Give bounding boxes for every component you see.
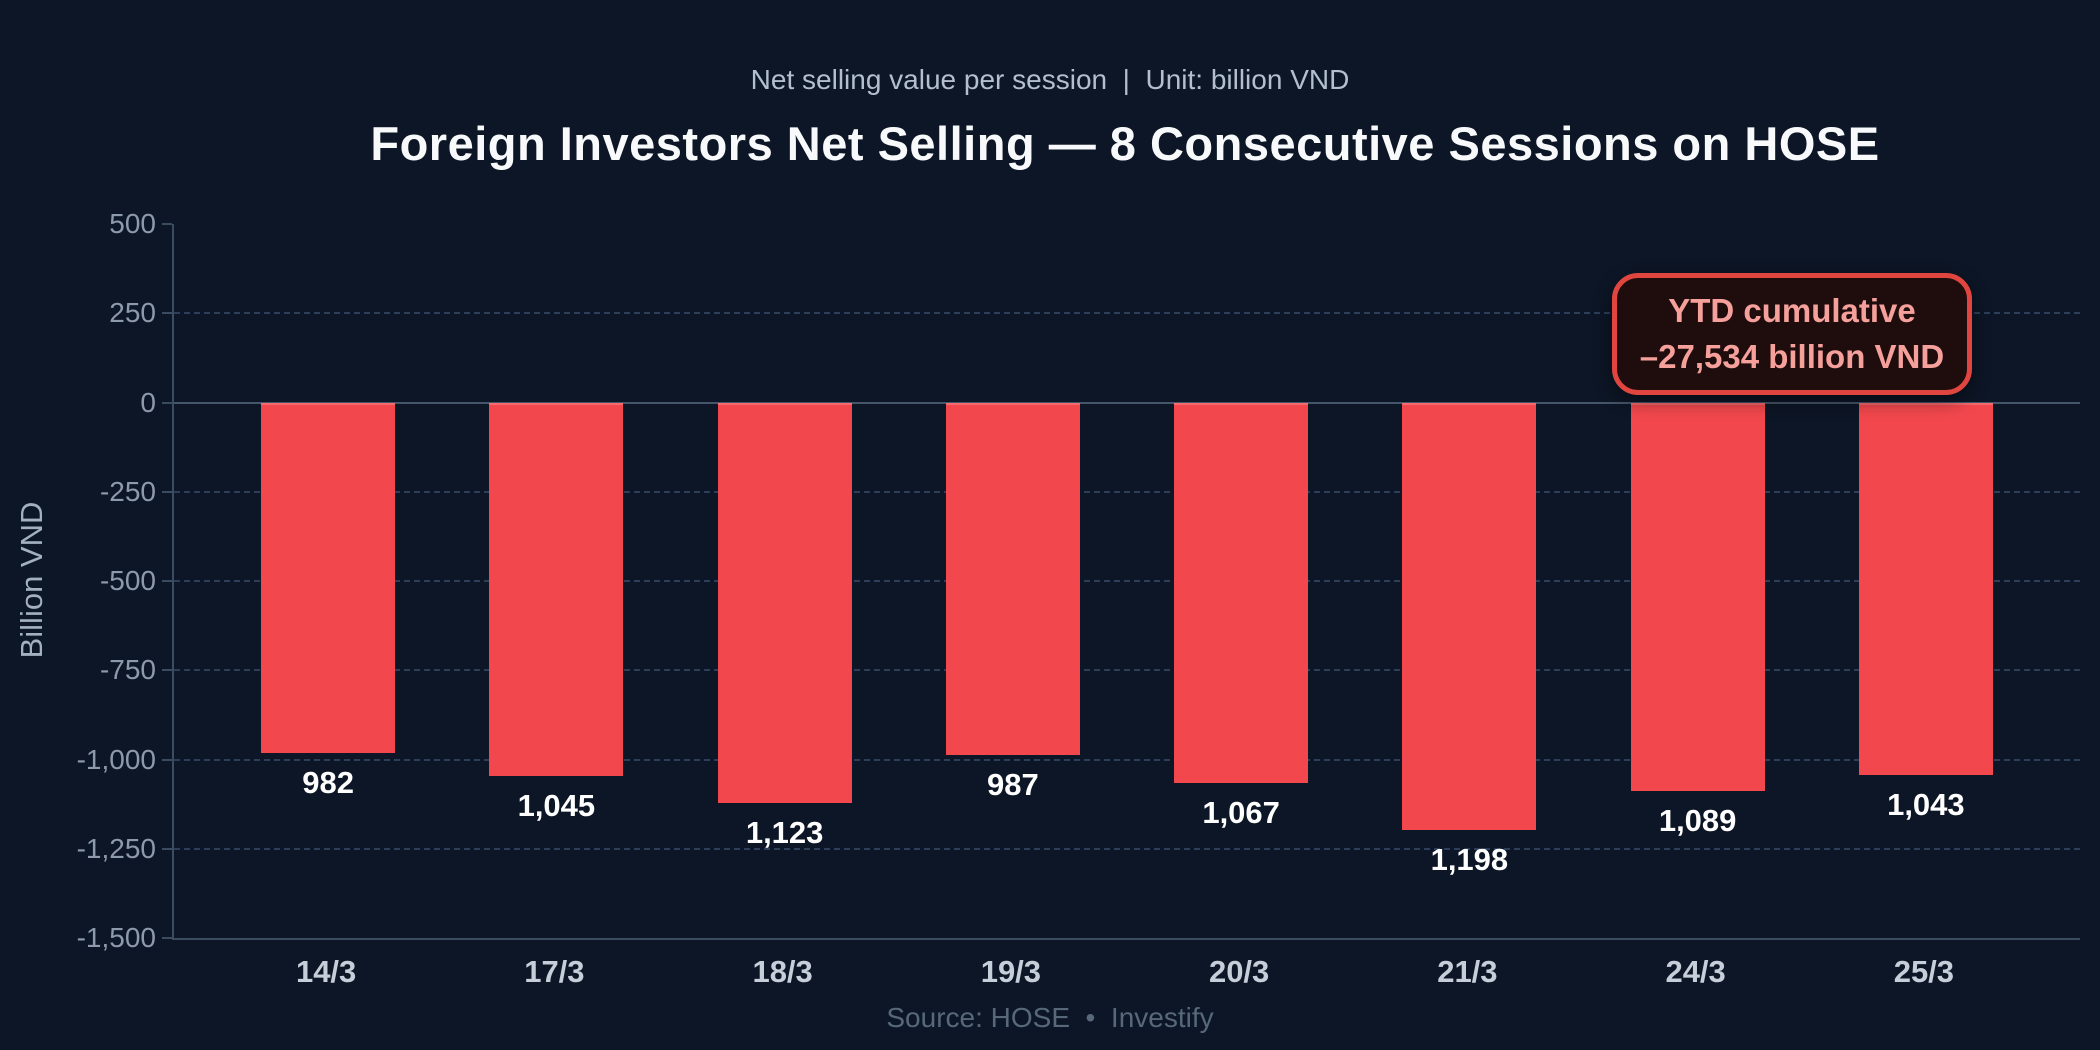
- y-tick-mark: [162, 312, 172, 315]
- y-tick-mark: [162, 758, 172, 761]
- bar-value-label: 1,045: [517, 787, 596, 823]
- x-tick-label: 18/3: [752, 954, 813, 989]
- gridline: [174, 580, 2080, 582]
- gridline: [174, 490, 2080, 493]
- y-tick-label: -750: [99, 654, 156, 686]
- ytd-annotation-title: YTD cumulative: [1668, 292, 1916, 329]
- ytd-annotation: YTD cumulative –27,534 billion VND: [1612, 273, 1972, 395]
- bar-19/3: [945, 402, 1080, 755]
- y-tick-mark: [162, 223, 172, 225]
- bar-14/3: [261, 402, 396, 754]
- bar-value-label: 1,198: [1430, 842, 1509, 878]
- gridline: [174, 847, 2080, 850]
- bar-value-label: 1,089: [1658, 803, 1737, 839]
- y-tick-label: -1,500: [76, 922, 156, 953]
- x-tick-label: 21/3: [1437, 954, 1498, 989]
- gridline: [174, 312, 2080, 315]
- zero-line: [174, 401, 2080, 404]
- source-caption: Source: HOSE • Investify: [886, 1002, 1214, 1033]
- bar-value-label: 987: [987, 766, 1039, 802]
- y-tick-label: 500: [109, 208, 156, 239]
- y-tick-label: 0: [140, 386, 156, 418]
- x-tick-label: 24/3: [1665, 954, 1726, 989]
- y-tick-mark: [162, 669, 172, 672]
- bar-18/3: [717, 402, 852, 804]
- plot-area: 982 1,045 1,123 987 1,067 1,198 1,089 1,043: [172, 224, 2080, 940]
- y-tick-label: -500: [99, 565, 156, 596]
- bar-21/3: [1402, 402, 1537, 831]
- x-tick-label: 17/3: [524, 954, 585, 989]
- y-tick-label: -250: [99, 475, 156, 507]
- y-tick-label: 250: [109, 297, 156, 329]
- bar-value-label: 982: [302, 765, 354, 801]
- y-tick-label: -1,000: [76, 743, 156, 775]
- bar-value-label: 1,043: [1887, 786, 1965, 822]
- x-tick-label: 14/3: [295, 954, 357, 989]
- ytd-annotation-value: –27,534 billion VND: [1639, 338, 1945, 375]
- y-tick-mark: [162, 401, 172, 404]
- chart-title: Foreign Investors Net Selling — 8 Consec…: [370, 117, 1880, 170]
- bar-20/3: [1174, 402, 1309, 784]
- bar-value-label: 1,123: [745, 815, 824, 851]
- bar-25/3: [1858, 402, 1993, 775]
- y-tick-mark: [162, 580, 172, 582]
- chart-subtitle: Net selling value per session | Unit: bi…: [750, 64, 1350, 95]
- bar-value-label: 1,067: [1202, 795, 1280, 831]
- bar-17/3: [489, 402, 624, 776]
- y-tick-mark: [162, 937, 172, 939]
- gridline: [174, 758, 2080, 761]
- y-tick-mark: [162, 490, 172, 493]
- x-tick-label: 25/3: [1893, 954, 1955, 989]
- y-tick-label: -1,250: [76, 832, 156, 864]
- x-tick-label: 20/3: [1208, 954, 1270, 989]
- x-tick-label: 19/3: [980, 954, 1042, 989]
- y-tick-mark: [162, 847, 172, 850]
- gridline: [174, 669, 2080, 672]
- bar-24/3: [1630, 402, 1765, 792]
